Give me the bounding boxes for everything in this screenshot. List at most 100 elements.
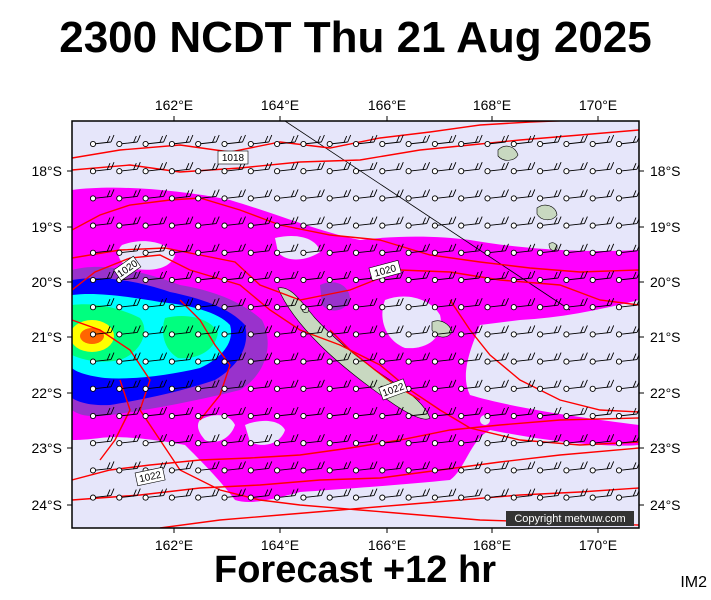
- station-circle: [379, 249, 386, 256]
- station-circle: [274, 304, 281, 311]
- station-circle: [326, 168, 333, 175]
- station-circle: [458, 494, 465, 501]
- station-circle: [352, 331, 360, 338]
- station-circle: [379, 494, 386, 501]
- station-circle: [405, 440, 412, 447]
- station-circle: [379, 168, 386, 175]
- station-circle: [484, 331, 491, 338]
- station-circle: [431, 331, 438, 338]
- lon-label: 168°E: [473, 97, 511, 113]
- station-circle: [274, 168, 281, 175]
- lon-label: 166°E: [368, 97, 406, 113]
- station-circle: [168, 331, 175, 338]
- station-circle: [352, 440, 360, 447]
- station-circle: [168, 195, 175, 202]
- station-circle: [168, 249, 175, 256]
- station-circle: [537, 358, 544, 365]
- station-circle: [326, 276, 333, 284]
- station-circle: [247, 249, 254, 256]
- station-circle: [589, 168, 596, 175]
- station-circle: [537, 467, 544, 474]
- station-circle: [89, 195, 97, 202]
- station-circle: [247, 276, 254, 284]
- station-circle: [458, 276, 465, 284]
- station-circle: [247, 385, 254, 392]
- station-circle: [510, 412, 517, 420]
- station-circle: [142, 249, 149, 256]
- station-circle: [615, 249, 623, 256]
- station-circle: [116, 195, 123, 202]
- station-circle: [142, 412, 149, 420]
- station-circle: [326, 440, 333, 447]
- station-circle: [510, 276, 517, 284]
- station-circle: [510, 195, 517, 202]
- station-circle: [510, 385, 517, 392]
- station-circle: [458, 195, 465, 202]
- station-circle: [274, 494, 281, 501]
- station-circle: [142, 222, 149, 229]
- station-circle: [431, 168, 438, 175]
- station-circle: [615, 412, 623, 420]
- station-circle: [89, 494, 97, 501]
- isobar-label-3: 1020: [368, 259, 402, 282]
- station-circle: [458, 412, 465, 420]
- station-circle: [116, 494, 123, 501]
- lon-label: 166°E: [368, 537, 406, 553]
- station-circle: [484, 304, 491, 311]
- station-circle: [168, 140, 175, 148]
- station-circle: [589, 412, 596, 420]
- station-circle: [510, 168, 517, 175]
- map-frame: [71, 120, 640, 529]
- station-circle: [563, 385, 570, 392]
- station-circle: [89, 249, 97, 256]
- station-circle: [247, 168, 254, 175]
- station-circle: [116, 385, 123, 392]
- station-circle: [484, 385, 491, 392]
- station-circle: [142, 440, 149, 447]
- station-circle: [116, 222, 123, 229]
- station-circle: [431, 195, 438, 202]
- lon-label: 162°E: [155, 97, 193, 113]
- station-circle: [221, 440, 228, 447]
- station-circle: [510, 440, 517, 447]
- station-circle: [168, 168, 175, 175]
- station-circle: [510, 140, 517, 148]
- station-circle: [484, 140, 491, 148]
- station-circle: [195, 195, 202, 202]
- station-circle: [221, 249, 228, 256]
- station-circle: [116, 168, 123, 175]
- isobar-label-5: 1022: [134, 466, 166, 487]
- station-circle: [326, 412, 333, 420]
- station-circle: [274, 222, 281, 229]
- station-circle: [615, 195, 623, 202]
- station-circle: [195, 304, 202, 311]
- station-circle: [168, 412, 175, 420]
- station-circle: [537, 412, 544, 420]
- station-circle: [589, 358, 596, 365]
- lat-label: 23°S: [650, 440, 681, 456]
- station-circle: [615, 467, 623, 474]
- station-circle: [221, 467, 228, 474]
- station-circle: [615, 440, 623, 447]
- station-circle: [589, 304, 596, 311]
- station-circle: [352, 412, 360, 420]
- station-circle: [589, 440, 596, 447]
- station-circle: [484, 168, 491, 175]
- station-circle: [326, 222, 333, 229]
- station-circle: [116, 331, 123, 338]
- station-circle: [405, 358, 412, 365]
- station-circle: [142, 494, 149, 501]
- station-circle: [89, 222, 97, 229]
- station-circle: [300, 195, 307, 202]
- station-circle: [563, 358, 570, 365]
- station-circle: [168, 440, 175, 447]
- station-circle: [615, 276, 623, 284]
- lat-label: 20°S: [650, 274, 681, 290]
- station-circle: [168, 276, 175, 284]
- station-circle: [563, 249, 570, 256]
- station-circle: [615, 358, 623, 365]
- station-circle: [458, 304, 465, 311]
- station-circle: [431, 412, 438, 420]
- station-circle: [458, 385, 465, 392]
